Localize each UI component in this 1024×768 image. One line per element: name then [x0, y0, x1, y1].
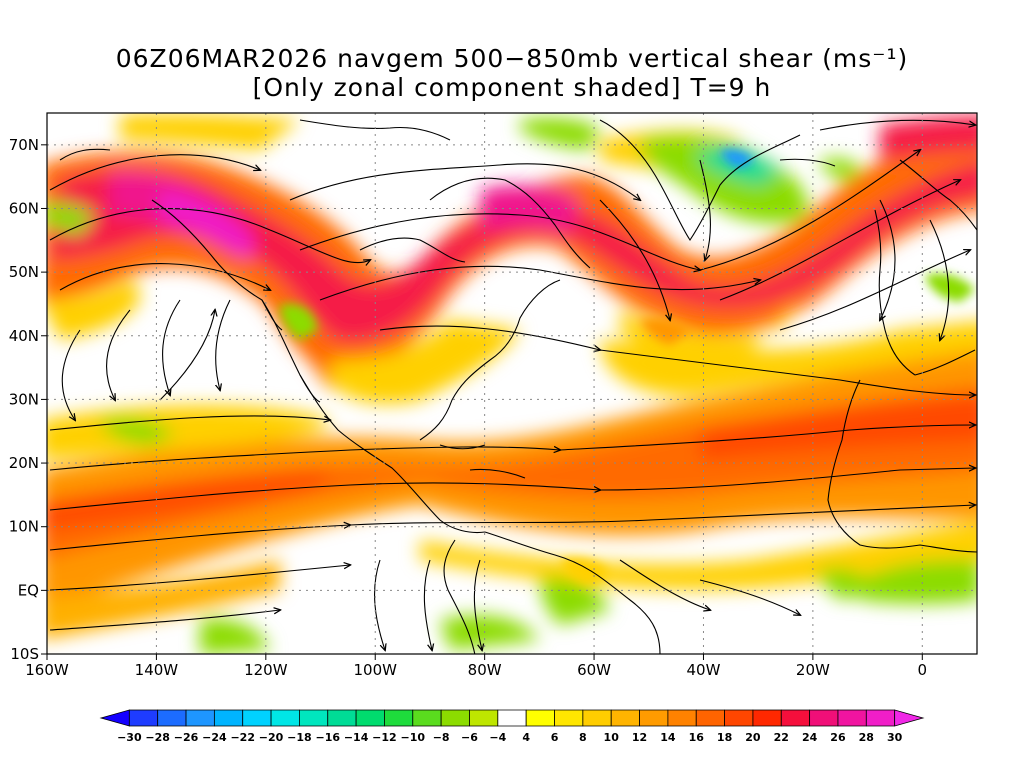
- colorbar-swatch: [440, 709, 470, 727]
- lat-tick-label: 70N: [9, 136, 39, 154]
- colorbar-label: −20: [259, 731, 284, 744]
- colorbar-label: −26: [174, 731, 199, 744]
- colorbar-label: −8: [433, 731, 450, 744]
- colorbar-label: 10: [604, 731, 620, 744]
- longitude-ticks: 160W 140W 120W 100W 80W 60W 40W 20W 0: [25, 654, 927, 679]
- colorbar-swatch: [724, 709, 754, 727]
- shear-shading: [47, 113, 977, 654]
- colorbar-label: −16: [315, 731, 340, 744]
- colorbar-label: 8: [579, 731, 587, 744]
- colorbar-label: −30: [117, 731, 142, 744]
- colorbar-swatch: [157, 709, 187, 727]
- colorbar-swatch: [582, 709, 612, 727]
- colorbar-label: 20: [745, 731, 761, 744]
- lon-tick-label: 0: [918, 661, 928, 679]
- colorbar-label: −24: [202, 731, 227, 744]
- lat-tick-label: 10N: [9, 518, 39, 536]
- lon-tick-label: 20W: [796, 661, 830, 679]
- colorbar-label: 6: [551, 731, 559, 744]
- colorbar-label: 28: [859, 731, 874, 744]
- colorbar: −30 −28 −26 −24 −22 −20 −18 −16 −14 −12 −10 −8 −6 −4 4…: [99, 709, 925, 744]
- lon-tick-label: 100W: [354, 661, 398, 679]
- lat-tick-label: 60N: [9, 199, 39, 217]
- colorbar-label: 30: [887, 731, 903, 744]
- colorbar-label: 4: [522, 731, 530, 744]
- colorbar-label: −22: [230, 731, 255, 744]
- colorbar-swatch: [128, 709, 159, 727]
- colorbar-label: 14: [660, 731, 676, 744]
- colorbar-swatch: [299, 709, 329, 727]
- colorbar-swatch: [639, 709, 669, 727]
- colorbar-swatch: [809, 709, 839, 727]
- chart-subtitle: [Only zonal component shaded] T=9 h: [252, 73, 772, 102]
- colorbar-swatch: [667, 709, 697, 727]
- colorbar-label: 12: [632, 731, 647, 744]
- lon-tick-label: 40W: [687, 661, 721, 679]
- colorbar-swatch: [837, 709, 867, 727]
- colorbar-label: 18: [717, 731, 732, 744]
- colorbar-label: −10: [401, 731, 426, 744]
- colorbar-swatch: [270, 709, 300, 727]
- colorbar-swatch: [355, 709, 385, 727]
- colorbar-swatch: [525, 709, 555, 727]
- colorbar-swatch: [610, 709, 640, 727]
- lat-tick-label: EQ: [18, 581, 39, 599]
- colorbar-label: 26: [830, 731, 846, 744]
- colorbar-swatch: [894, 709, 925, 727]
- lat-tick-label: 30N: [9, 390, 39, 408]
- colorbar-swatch: [554, 709, 584, 727]
- colorbar-label: −28: [145, 731, 170, 744]
- colorbar-swatch: [752, 709, 782, 727]
- colorbar-swatch: [469, 709, 499, 727]
- lon-tick-label: 120W: [244, 661, 288, 679]
- colorbar-label: 22: [774, 731, 789, 744]
- colorbar-label: −6: [461, 731, 478, 744]
- lat-tick-label: 10S: [10, 645, 39, 663]
- colorbar-swatch: [242, 709, 272, 727]
- colorbar-label: 16: [689, 731, 705, 744]
- lat-tick-label: 50N: [9, 263, 39, 281]
- colorbar-label: −18: [287, 731, 312, 744]
- colorbar-swatch: [213, 709, 244, 727]
- colorbar-swatch: [497, 709, 527, 727]
- wind-streamlines: [49, 119, 975, 650]
- colorbar-label: 24: [802, 731, 818, 744]
- colorbar-swatch: [384, 709, 414, 727]
- colorbar-swatch: [327, 709, 357, 727]
- colorbar-swatch: [695, 709, 725, 727]
- lat-tick-label: 20N: [9, 454, 39, 472]
- map-frame: [46, 112, 978, 655]
- map-grid: [47, 113, 977, 654]
- lon-tick-label: 60W: [577, 661, 611, 679]
- colorbar-swatch: [865, 709, 896, 727]
- colorbar-swatch: [412, 709, 442, 727]
- lat-tick-label: 40N: [9, 327, 39, 345]
- colorbar-label: −4: [489, 731, 506, 744]
- colorbar-swatch: [780, 709, 811, 727]
- colorbar-swatch: [99, 709, 130, 727]
- colorbar-label: −14: [344, 731, 369, 744]
- lon-tick-label: 80W: [468, 661, 502, 679]
- colorbar-swatch: [185, 709, 215, 727]
- lon-tick-label: 160W: [25, 661, 69, 679]
- latitude-ticks: 70N 60N 50N 40N 30N 20N 10N EQ 10S: [9, 136, 47, 663]
- colorbar-label: −12: [372, 731, 397, 744]
- lon-tick-label: 140W: [135, 661, 179, 679]
- chart-title: 06Z06MAR2026 navgem 500−850mb vertical s…: [115, 44, 909, 73]
